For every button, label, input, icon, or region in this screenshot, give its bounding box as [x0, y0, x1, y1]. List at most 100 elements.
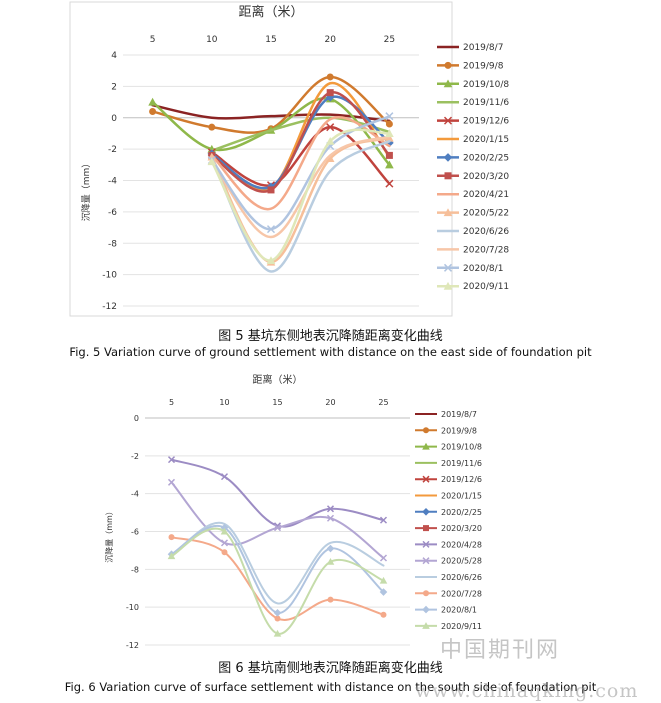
y-tick-label: -12 — [102, 302, 117, 312]
series-line — [210, 116, 391, 211]
legend-label: 2019/11/6 — [441, 459, 482, 468]
legend-marker — [443, 281, 453, 290]
data-point — [385, 179, 394, 188]
y-tick-label: -10 — [126, 603, 139, 612]
data-point — [379, 576, 388, 584]
legend-label: 2020/2/25 — [463, 153, 509, 163]
y-tick-label: -8 — [108, 239, 117, 249]
y-tick-label: 0 — [134, 414, 139, 423]
y-tick-label: 2 — [111, 82, 117, 92]
data-point — [220, 539, 229, 547]
x-tick-label: 15 — [272, 398, 282, 407]
data-point — [167, 552, 176, 560]
legend-label: 2020/1/15 — [441, 492, 482, 501]
legend-label: 2020/3/20 — [441, 524, 482, 533]
legend-marker — [443, 116, 453, 125]
series-line — [210, 135, 391, 239]
data-point — [266, 225, 276, 234]
data-point — [326, 505, 335, 513]
y-tick-label: -6 — [131, 528, 139, 537]
legend-marker — [444, 61, 452, 69]
data-point — [168, 534, 175, 541]
data-point — [385, 112, 394, 121]
legend-label: 2019/9/8 — [441, 426, 477, 435]
data-point — [380, 611, 387, 618]
data-point — [149, 107, 157, 115]
y-tick-label: -6 — [108, 208, 117, 218]
data-point — [221, 549, 228, 556]
legend-marker — [422, 442, 430, 450]
data-point — [379, 516, 388, 524]
legend-label: 2020/8/1 — [463, 264, 503, 274]
legend-label: 2020/8/1 — [441, 606, 477, 615]
legend-marker — [422, 557, 430, 565]
data-point — [385, 160, 394, 169]
data-point — [326, 123, 335, 132]
series-line — [151, 103, 391, 123]
legend-label: 2020/7/28 — [463, 245, 509, 255]
series-line — [210, 128, 391, 262]
legend-label: 2020/6/26 — [463, 227, 509, 237]
data-point — [220, 527, 229, 535]
figure-5-caption-en: Fig. 5 Variation curve of ground settlem… — [69, 345, 592, 359]
x-axis-title: 距离（米） — [253, 373, 303, 386]
x-tick-label: 15 — [265, 35, 276, 45]
x-tick-label: 5 — [150, 35, 156, 45]
data-point — [274, 615, 281, 622]
series-line — [210, 116, 391, 152]
y-tick-label: 0 — [111, 114, 117, 124]
legend-label: 2020/7/28 — [441, 589, 482, 598]
data-point — [207, 157, 217, 166]
legend-label: 2020/1/15 — [463, 135, 509, 145]
legend-marker — [422, 540, 430, 548]
x-tick-label: 20 — [325, 398, 335, 407]
data-point — [167, 478, 176, 486]
legend-label: 2019/10/8 — [463, 80, 509, 90]
legend-marker — [422, 475, 430, 483]
data-point — [326, 514, 335, 522]
data-point — [327, 596, 334, 603]
data-point — [326, 89, 334, 97]
legend-label: 2019/12/6 — [463, 117, 509, 127]
x-tick-label: 5 — [169, 398, 174, 407]
y-tick-label: -4 — [108, 177, 117, 187]
y-tick-label: -12 — [126, 641, 139, 650]
legend-label: 2020/4/28 — [441, 540, 482, 549]
y-axis-title: 沉降量（mm） — [80, 159, 92, 222]
data-point — [326, 544, 335, 553]
y-tick-label: -10 — [102, 271, 117, 281]
legend-label: 2020/3/20 — [463, 172, 509, 182]
chart-5-frame — [69, 1, 453, 317]
data-point — [326, 73, 334, 81]
x-tick-label: 10 — [206, 35, 218, 45]
y-tick-label: -4 — [131, 490, 139, 499]
y-axis-title: 沉降量（mm） — [104, 507, 114, 563]
series-line — [170, 458, 385, 528]
series-line — [210, 91, 391, 193]
data-point — [266, 256, 276, 265]
data-point — [385, 120, 393, 128]
x-tick-label: 20 — [324, 35, 336, 45]
legend-label: 2020/4/21 — [463, 190, 509, 200]
legend-marker — [423, 590, 429, 597]
series-line — [151, 75, 391, 134]
legend-label: 2020/5/28 — [441, 557, 482, 566]
data-point — [167, 456, 176, 464]
legend-label: 2019/8/7 — [463, 43, 503, 53]
legend-label: 2019/11/6 — [463, 98, 509, 108]
legend-marker — [443, 208, 453, 217]
legend-label: 2020/9/11 — [463, 282, 509, 292]
x-tick-label: 25 — [378, 398, 388, 407]
figure-5-caption-cn: 图 5 基坑东侧地表沉降随距离变化曲线 — [218, 329, 443, 344]
data-point — [385, 151, 393, 159]
legend-label: 2019/12/6 — [441, 475, 482, 484]
legend-marker — [443, 153, 453, 162]
x-tick-label: 10 — [219, 398, 229, 407]
data-point — [385, 129, 394, 137]
legend-marker — [422, 622, 430, 629]
legend-label: 2020/2/25 — [441, 508, 482, 517]
data-point — [220, 473, 229, 481]
series-line — [170, 521, 385, 605]
figure-6-caption-en: Fig. 6 Variation curve of surface settle… — [64, 680, 597, 694]
